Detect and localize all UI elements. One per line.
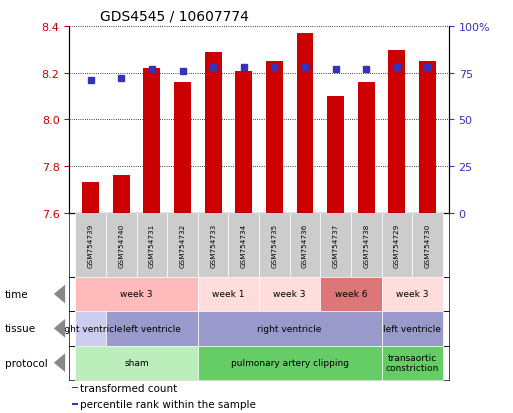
Text: transaortic
constriction: transaortic constriction bbox=[385, 353, 439, 373]
Text: time: time bbox=[5, 289, 29, 299]
Bar bbox=[174, 83, 191, 213]
Text: GSM754734: GSM754734 bbox=[241, 223, 247, 267]
Bar bbox=[113, 176, 130, 213]
Bar bbox=[419, 62, 436, 213]
Text: GSM754739: GSM754739 bbox=[88, 223, 94, 267]
Text: sham: sham bbox=[124, 358, 149, 367]
Text: GSM754729: GSM754729 bbox=[394, 223, 400, 267]
Text: GDS4545 / 10607774: GDS4545 / 10607774 bbox=[100, 9, 248, 23]
Bar bbox=[388, 50, 405, 213]
Text: week 1: week 1 bbox=[212, 290, 245, 299]
Text: percentile rank within the sample: percentile rank within the sample bbox=[81, 399, 256, 409]
Text: GSM754731: GSM754731 bbox=[149, 223, 155, 267]
Bar bbox=[144, 69, 161, 213]
Text: GSM754738: GSM754738 bbox=[363, 223, 369, 267]
Text: GSM754732: GSM754732 bbox=[180, 223, 186, 267]
Text: tissue: tissue bbox=[5, 323, 36, 334]
Bar bbox=[297, 34, 313, 213]
Bar bbox=[235, 71, 252, 213]
Bar bbox=[327, 97, 344, 213]
Text: right ventricle: right ventricle bbox=[258, 324, 322, 333]
Text: GSM754730: GSM754730 bbox=[424, 223, 430, 267]
Text: GSM754733: GSM754733 bbox=[210, 223, 216, 267]
Text: right ventricle: right ventricle bbox=[58, 324, 123, 333]
Bar bbox=[266, 62, 283, 213]
Text: week 3: week 3 bbox=[121, 290, 153, 299]
Bar bbox=[82, 183, 99, 213]
Text: week 3: week 3 bbox=[273, 290, 306, 299]
Bar bbox=[205, 53, 222, 213]
Text: GSM754737: GSM754737 bbox=[332, 223, 339, 267]
Text: GSM754736: GSM754736 bbox=[302, 223, 308, 267]
Text: week 3: week 3 bbox=[396, 290, 428, 299]
Text: GSM754740: GSM754740 bbox=[119, 223, 124, 267]
Text: week 6: week 6 bbox=[334, 290, 367, 299]
Bar bbox=[72, 387, 78, 389]
Text: protocol: protocol bbox=[5, 358, 48, 368]
Text: transformed count: transformed count bbox=[81, 383, 177, 393]
Text: left ventricle: left ventricle bbox=[123, 324, 181, 333]
Text: left ventricle: left ventricle bbox=[383, 324, 441, 333]
Bar bbox=[358, 83, 374, 213]
Text: pulmonary artery clipping: pulmonary artery clipping bbox=[231, 358, 349, 367]
Bar bbox=[72, 403, 78, 405]
Text: GSM754735: GSM754735 bbox=[271, 223, 278, 267]
